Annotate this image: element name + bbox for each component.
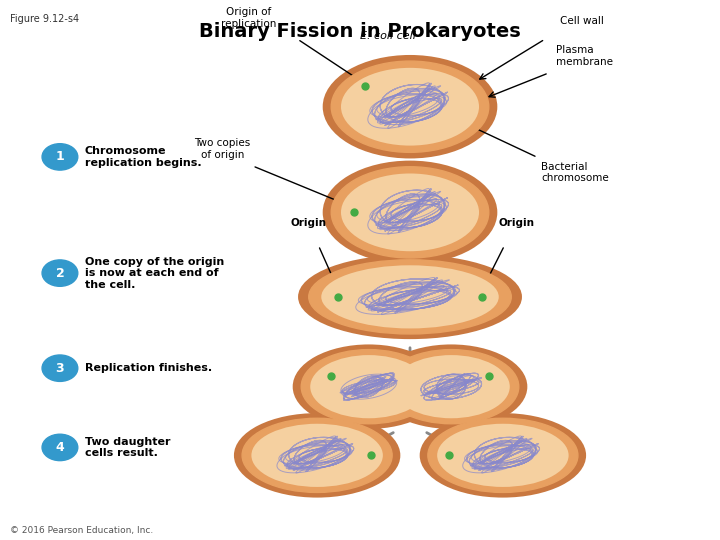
Text: 3: 3 [55, 362, 64, 375]
Text: Binary Fission in Prokaryotes: Binary Fission in Prokaryotes [199, 22, 521, 41]
Text: Bacterial
chromosome: Bacterial chromosome [541, 161, 609, 183]
Ellipse shape [301, 349, 436, 424]
Text: Replication finishes.: Replication finishes. [85, 363, 212, 373]
Ellipse shape [428, 418, 578, 492]
Ellipse shape [341, 68, 479, 146]
Text: © 2016 Pearson Education, Inc.: © 2016 Pearson Education, Inc. [10, 525, 153, 535]
Ellipse shape [392, 355, 510, 418]
Ellipse shape [235, 414, 400, 497]
Text: Origin: Origin [498, 218, 534, 228]
Text: 4: 4 [55, 441, 64, 454]
Ellipse shape [251, 424, 383, 487]
Ellipse shape [384, 349, 519, 424]
Ellipse shape [324, 56, 496, 158]
Circle shape [42, 355, 78, 381]
Ellipse shape [377, 346, 526, 428]
Text: Origin: Origin [291, 218, 327, 228]
Text: 1: 1 [55, 151, 64, 164]
Ellipse shape [324, 161, 496, 263]
Ellipse shape [242, 418, 392, 492]
Text: One copy of the origin
is now at each end of
the cell.: One copy of the origin is now at each en… [85, 256, 224, 289]
Text: Origin of
replication: Origin of replication [221, 7, 276, 29]
Ellipse shape [331, 167, 489, 258]
Ellipse shape [437, 424, 569, 487]
Ellipse shape [309, 260, 511, 334]
Ellipse shape [299, 255, 521, 338]
Ellipse shape [294, 346, 444, 428]
Text: Two daughter
cells result.: Two daughter cells result. [85, 437, 171, 458]
Ellipse shape [420, 414, 585, 497]
Ellipse shape [331, 61, 489, 152]
Circle shape [42, 260, 78, 286]
Text: 2: 2 [55, 267, 64, 280]
Text: E. coli cell: E. coli cell [359, 31, 415, 41]
Text: Two copies
of origin: Two copies of origin [194, 138, 251, 159]
Ellipse shape [310, 355, 427, 418]
Text: Cell wall: Cell wall [560, 16, 604, 26]
Circle shape [42, 434, 78, 461]
Ellipse shape [341, 173, 479, 251]
Text: Plasma
membrane: Plasma membrane [557, 45, 613, 66]
Ellipse shape [321, 265, 499, 328]
Circle shape [42, 144, 78, 170]
Text: Figure 9.12-s4: Figure 9.12-s4 [10, 14, 79, 24]
Text: Chromosome
replication begins.: Chromosome replication begins. [85, 146, 202, 168]
